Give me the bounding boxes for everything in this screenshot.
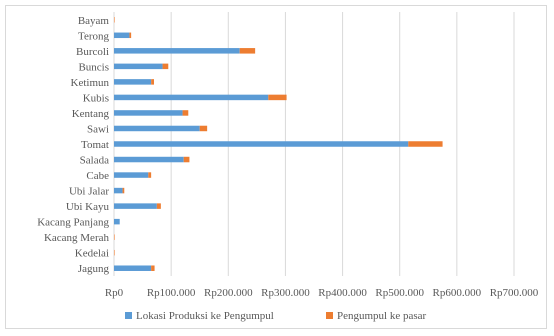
x-tick-label: Rp0	[105, 287, 124, 299]
category-label: Bayam	[78, 15, 110, 27]
bar-lokasi-produksi-kacang-panjang	[114, 218, 120, 225]
bar-pengumpul-pasar-terong	[129, 32, 132, 39]
bar-pengumpul-pasar-salada	[183, 156, 190, 163]
category-label: Tomat	[81, 139, 109, 151]
x-tick-label: Rp700.000	[490, 287, 539, 299]
bar-lokasi-produksi-burcoli	[114, 48, 240, 54]
legend-label-pengumpul-pasar: Pengumpul ke pasar	[337, 310, 427, 322]
bar-pengumpul-pasar-tomat	[408, 141, 443, 147]
x-tick-label: Rp300.000	[261, 287, 310, 299]
bar-pengumpul-pasar-ubi-kayu	[156, 203, 161, 209]
stacked-bar-chart: Bayam Terong Burcoli Buncis Ketimun Kubis Kent…	[37, 12, 539, 322]
category-label: Kacang Panjang	[37, 217, 109, 229]
legend-swatch-pengumpul-pasar	[326, 312, 333, 319]
legend-label-lokasi-produksi: Lokasi Produksi ke Pengumpul	[136, 310, 274, 322]
bar-lokasi-produksi-buncis	[114, 63, 163, 70]
bar-pengumpul-pasar-buncis	[162, 63, 169, 70]
category-label: Kacang Merah	[44, 232, 110, 244]
category-label: Kentang	[72, 108, 110, 120]
bar-lokasi-produksi-salada	[114, 156, 184, 163]
category-label: Sawi	[87, 123, 109, 135]
bar-pengumpul-pasar-ubi-jalar	[122, 187, 125, 194]
category-label: Kubis	[83, 92, 109, 104]
chart-area: Bayam Terong Burcoli Buncis Ketimun Kubis Kent…	[5, 5, 547, 329]
bar-pengumpul-pasar-cabe	[148, 172, 152, 178]
bar-lokasi-produksi-tomat	[114, 141, 409, 147]
bar-lokasi-produksi-ketimun	[114, 79, 152, 85]
bar-lokasi-produksi-kubis	[114, 94, 269, 101]
bar-pengumpul-pasar-sawi	[199, 125, 208, 132]
bar-lokasi-produksi-ubi-kayu	[114, 203, 157, 209]
x-tick-label: Rp400.000	[318, 287, 367, 299]
category-label: Terong	[78, 30, 109, 42]
bar-lokasi-produksi-kentang	[114, 110, 183, 116]
bar-pengumpul-pasar-bayam	[114, 17, 115, 23]
x-tick-label: Rp100.000	[147, 287, 196, 299]
bar-pengumpul-pasar-jagung	[151, 265, 155, 271]
bar-pengumpul-pasar-burcoli	[239, 48, 256, 54]
category-label: Burcoli	[76, 46, 109, 58]
category-label: Ubi Jalar	[69, 186, 109, 198]
x-tick-label: Rp600.000	[433, 287, 482, 299]
bar-pengumpul-pasar-kedelai	[114, 249, 115, 256]
category-labels: Bayam Terong Burcoli Buncis Ketimun Kubis Kent…	[37, 15, 109, 275]
category-label: Ubi Kayu	[66, 201, 110, 213]
bar-lokasi-produksi-jagung	[114, 265, 152, 271]
x-tick-label: Rp500.000	[375, 287, 424, 299]
legend: Lokasi Produksi ke Pengumpul Pengumpul ke…	[125, 310, 427, 322]
bar-pengumpul-pasar-kentang	[182, 110, 189, 116]
bar-lokasi-produksi-terong	[114, 32, 130, 39]
bar-lokasi-produksi-ubi-jalar	[114, 187, 123, 194]
category-label: Cabe	[86, 170, 109, 182]
bar-pengumpul-pasar-ketimun	[151, 79, 154, 85]
legend-swatch-lokasi-produksi	[125, 312, 132, 319]
category-label: Jagung	[78, 263, 110, 275]
bars	[114, 17, 443, 271]
category-label: Salada	[80, 155, 109, 167]
category-label: Ketimun	[71, 77, 110, 89]
x-tick-labels: Rp0 Rp100.000 Rp200.000 Rp300.000 Rp400.000 R…	[105, 287, 539, 299]
category-label: Buncis	[78, 61, 109, 73]
bar-pengumpul-pasar-kacang-merah	[114, 234, 115, 240]
bar-pengumpul-pasar-kubis	[268, 94, 287, 101]
category-label: Kedelai	[75, 248, 109, 260]
x-tick-label: Rp200.000	[204, 287, 253, 299]
bar-lokasi-produksi-cabe	[114, 172, 149, 178]
bar-lokasi-produksi-sawi	[114, 125, 200, 132]
